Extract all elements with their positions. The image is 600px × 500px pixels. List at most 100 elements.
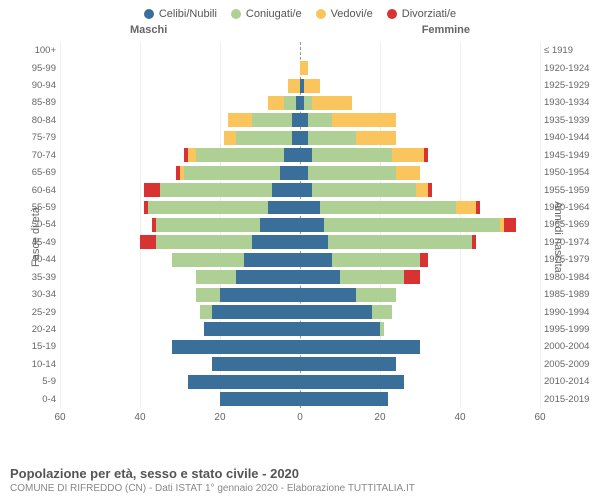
age-row: 50-541965-1969: [60, 216, 540, 233]
bar-female: [300, 166, 420, 180]
bar-female: [300, 96, 352, 110]
bar-male: [172, 340, 300, 354]
age-label: 30-34: [18, 289, 56, 300]
bar-segment: [300, 183, 312, 197]
bar-segment: [308, 131, 356, 145]
age-label: 25-29: [18, 307, 56, 318]
age-row: 55-591960-1964: [60, 199, 540, 216]
bar-segment: [212, 357, 300, 371]
age-label: 40-44: [18, 254, 56, 265]
legend-label: Celibi/Nubili: [159, 8, 217, 20]
chart-title: Popolazione per età, sesso e stato civil…: [10, 466, 590, 481]
bar-segment: [172, 340, 300, 354]
year-label: 1945-1949: [544, 150, 594, 161]
age-row: 80-841935-1939: [60, 112, 540, 129]
bar-segment: [220, 392, 300, 406]
age-label: 5-9: [18, 376, 56, 387]
bar-segment: [228, 113, 252, 127]
bar-male: [188, 375, 300, 389]
bar-male: [224, 131, 300, 145]
plot: 100+≤ 191995-991920-192490-941925-192985…: [60, 42, 540, 408]
bar-segment: [300, 131, 308, 145]
age-row: 5-92010-2014: [60, 373, 540, 390]
year-label: 1990-1994: [544, 307, 594, 318]
year-label: 1980-1984: [544, 272, 594, 283]
bar-segment: [300, 270, 340, 284]
bar-segment: [300, 392, 388, 406]
bar-segment: [356, 131, 396, 145]
year-label: 2010-2014: [544, 376, 594, 387]
bar-male: [228, 113, 300, 127]
bar-segment: [272, 183, 300, 197]
year-label: 2005-2009: [544, 359, 594, 370]
bar-male: [288, 79, 300, 93]
bar-male: [152, 218, 300, 232]
age-row: 100+≤ 1919: [60, 42, 540, 59]
bar-male: [220, 392, 300, 406]
age-label: 15-19: [18, 341, 56, 352]
age-row: 95-991920-1924: [60, 59, 540, 76]
legend-label: Vedovi/e: [331, 8, 373, 20]
bar-segment: [428, 183, 432, 197]
year-label: 1950-1954: [544, 167, 594, 178]
header-female: Femmine: [422, 24, 470, 36]
year-label: 1920-1924: [544, 63, 594, 74]
legend-label: Coniugati/e: [246, 8, 302, 20]
bar-segment: [472, 235, 476, 249]
x-axis: 6040200204060: [60, 412, 540, 428]
legend-item: Celibi/Nubili: [144, 8, 217, 20]
age-row: 45-491970-1974: [60, 234, 540, 251]
age-label: 0-4: [18, 394, 56, 405]
bar-segment: [156, 235, 252, 249]
year-label: 1995-1999: [544, 324, 594, 335]
legend: Celibi/NubiliConiugati/eVedovi/eDivorzia…: [0, 0, 600, 24]
age-label: 100+: [18, 45, 56, 56]
bar-segment: [224, 131, 236, 145]
bar-segment: [300, 322, 380, 336]
age-row: 0-42015-2019: [60, 390, 540, 407]
legend-swatch: [231, 9, 241, 19]
bar-male: [212, 357, 300, 371]
year-label: 1925-1929: [544, 80, 594, 91]
year-label: 2000-2004: [544, 341, 594, 352]
bar-segment: [292, 113, 300, 127]
x-tick: 60: [54, 412, 65, 423]
bar-segment: [300, 113, 308, 127]
bar-segment: [504, 218, 516, 232]
bar-segment: [196, 148, 284, 162]
age-label: 50-54: [18, 219, 56, 230]
rows: 100+≤ 191995-991920-192490-941925-192985…: [60, 42, 540, 408]
age-label: 55-59: [18, 202, 56, 213]
bar-segment: [304, 96, 312, 110]
x-tick: 20: [214, 412, 225, 423]
bar-segment: [184, 166, 280, 180]
bar-segment: [148, 201, 268, 215]
bar-female: [300, 253, 428, 267]
age-row: 90-941925-1929: [60, 77, 540, 94]
bar-segment: [196, 270, 236, 284]
bar-female: [300, 392, 388, 406]
bar-male: [196, 270, 300, 284]
legend-swatch: [387, 9, 397, 19]
legend-item: Coniugati/e: [231, 8, 302, 20]
bar-male: [268, 96, 300, 110]
bar-segment: [140, 235, 156, 249]
age-label: 35-39: [18, 272, 56, 283]
chart-subtitle: COMUNE DI RIFREDDO (CN) - Dati ISTAT 1° …: [10, 483, 590, 494]
bar-female: [300, 61, 308, 75]
year-label: 1930-1934: [544, 97, 594, 108]
age-row: 65-691950-1954: [60, 164, 540, 181]
bar-segment: [340, 270, 404, 284]
age-label: 95-99: [18, 63, 56, 74]
bar-segment: [300, 148, 312, 162]
bar-segment: [268, 201, 300, 215]
bar-segment: [284, 96, 296, 110]
bar-female: [300, 375, 404, 389]
legend-swatch: [144, 9, 154, 19]
bar-segment: [236, 270, 300, 284]
bar-female: [300, 131, 396, 145]
x-tick: 40: [454, 412, 465, 423]
age-row: 15-192000-2004: [60, 338, 540, 355]
bar-segment: [300, 166, 308, 180]
bar-segment: [144, 183, 160, 197]
